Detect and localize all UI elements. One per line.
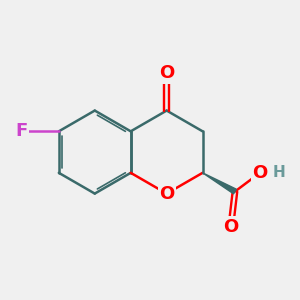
Text: H: H [272, 165, 285, 180]
Polygon shape [202, 173, 236, 194]
Text: O: O [252, 164, 268, 182]
Text: O: O [159, 64, 174, 82]
Text: O: O [159, 184, 174, 202]
Text: F: F [15, 122, 28, 140]
Text: O: O [223, 218, 238, 236]
